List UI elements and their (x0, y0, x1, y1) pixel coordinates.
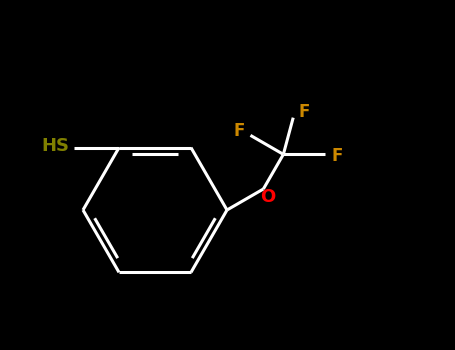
Text: F: F (331, 147, 343, 165)
Text: O: O (260, 188, 275, 206)
Text: HS: HS (41, 136, 69, 155)
Text: F: F (298, 103, 309, 121)
Text: F: F (233, 122, 244, 140)
